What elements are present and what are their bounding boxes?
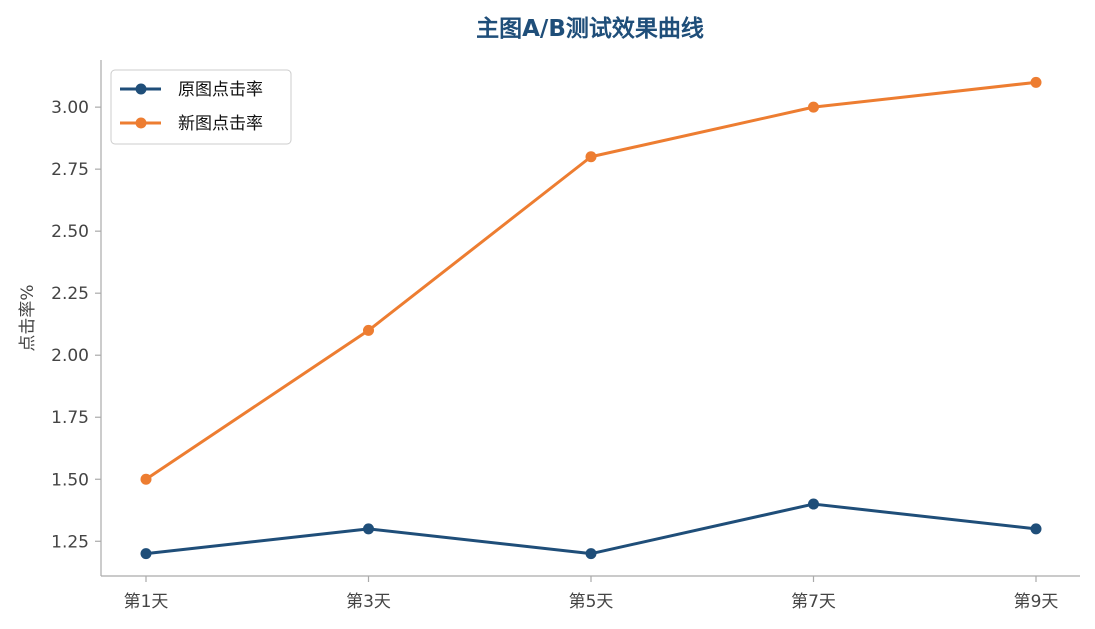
data-point xyxy=(585,151,597,163)
data-point xyxy=(808,498,819,510)
y-tick-label: 2.00 xyxy=(51,346,89,366)
series-layer xyxy=(140,76,1042,560)
y-tick-label: 2.75 xyxy=(51,160,89,180)
x-tick-label: 第1天 xyxy=(124,592,169,612)
x-ticks: 第1天 第3天 第5天 第7天 第9天 xyxy=(124,576,1059,612)
legend: 原图点击率 新图点击率 xyxy=(110,69,292,145)
data-point xyxy=(585,548,597,560)
y-tick-label: 2.25 xyxy=(51,284,89,304)
series-line-0 xyxy=(145,502,1037,556)
data-point xyxy=(363,523,374,535)
data-point xyxy=(140,548,152,560)
y-tick-label: 2.50 xyxy=(51,222,89,242)
x-tick-label: 第3天 xyxy=(346,592,391,612)
legend-swatch-new-marker xyxy=(135,117,147,129)
data-point xyxy=(808,101,819,113)
y-tick-label: 1.25 xyxy=(51,532,89,552)
x-tick-label: 第5天 xyxy=(569,592,614,612)
y-tick-label: 3.00 xyxy=(51,98,89,118)
y-ticks: 1.25 1.50 1.75 2.00 2.25 2.50 2.75 3.00 xyxy=(51,98,101,552)
y-axis-label: 点击率% xyxy=(18,284,38,351)
chart-title: 主图A/B测试效果曲线 xyxy=(476,15,704,42)
legend-label-new: 新图点击率 xyxy=(178,114,263,134)
legend-label-original: 原图点击率 xyxy=(178,80,263,100)
x-tick-label: 第9天 xyxy=(1014,592,1059,612)
legend-swatch-original-marker xyxy=(135,83,147,95)
data-point xyxy=(363,324,374,336)
x-tick-label: 第7天 xyxy=(791,592,836,612)
data-point xyxy=(1030,76,1042,88)
y-tick-label: 1.75 xyxy=(51,408,89,428)
y-tick-label: 1.50 xyxy=(51,470,89,490)
data-point xyxy=(140,473,152,485)
data-point xyxy=(1030,523,1042,535)
